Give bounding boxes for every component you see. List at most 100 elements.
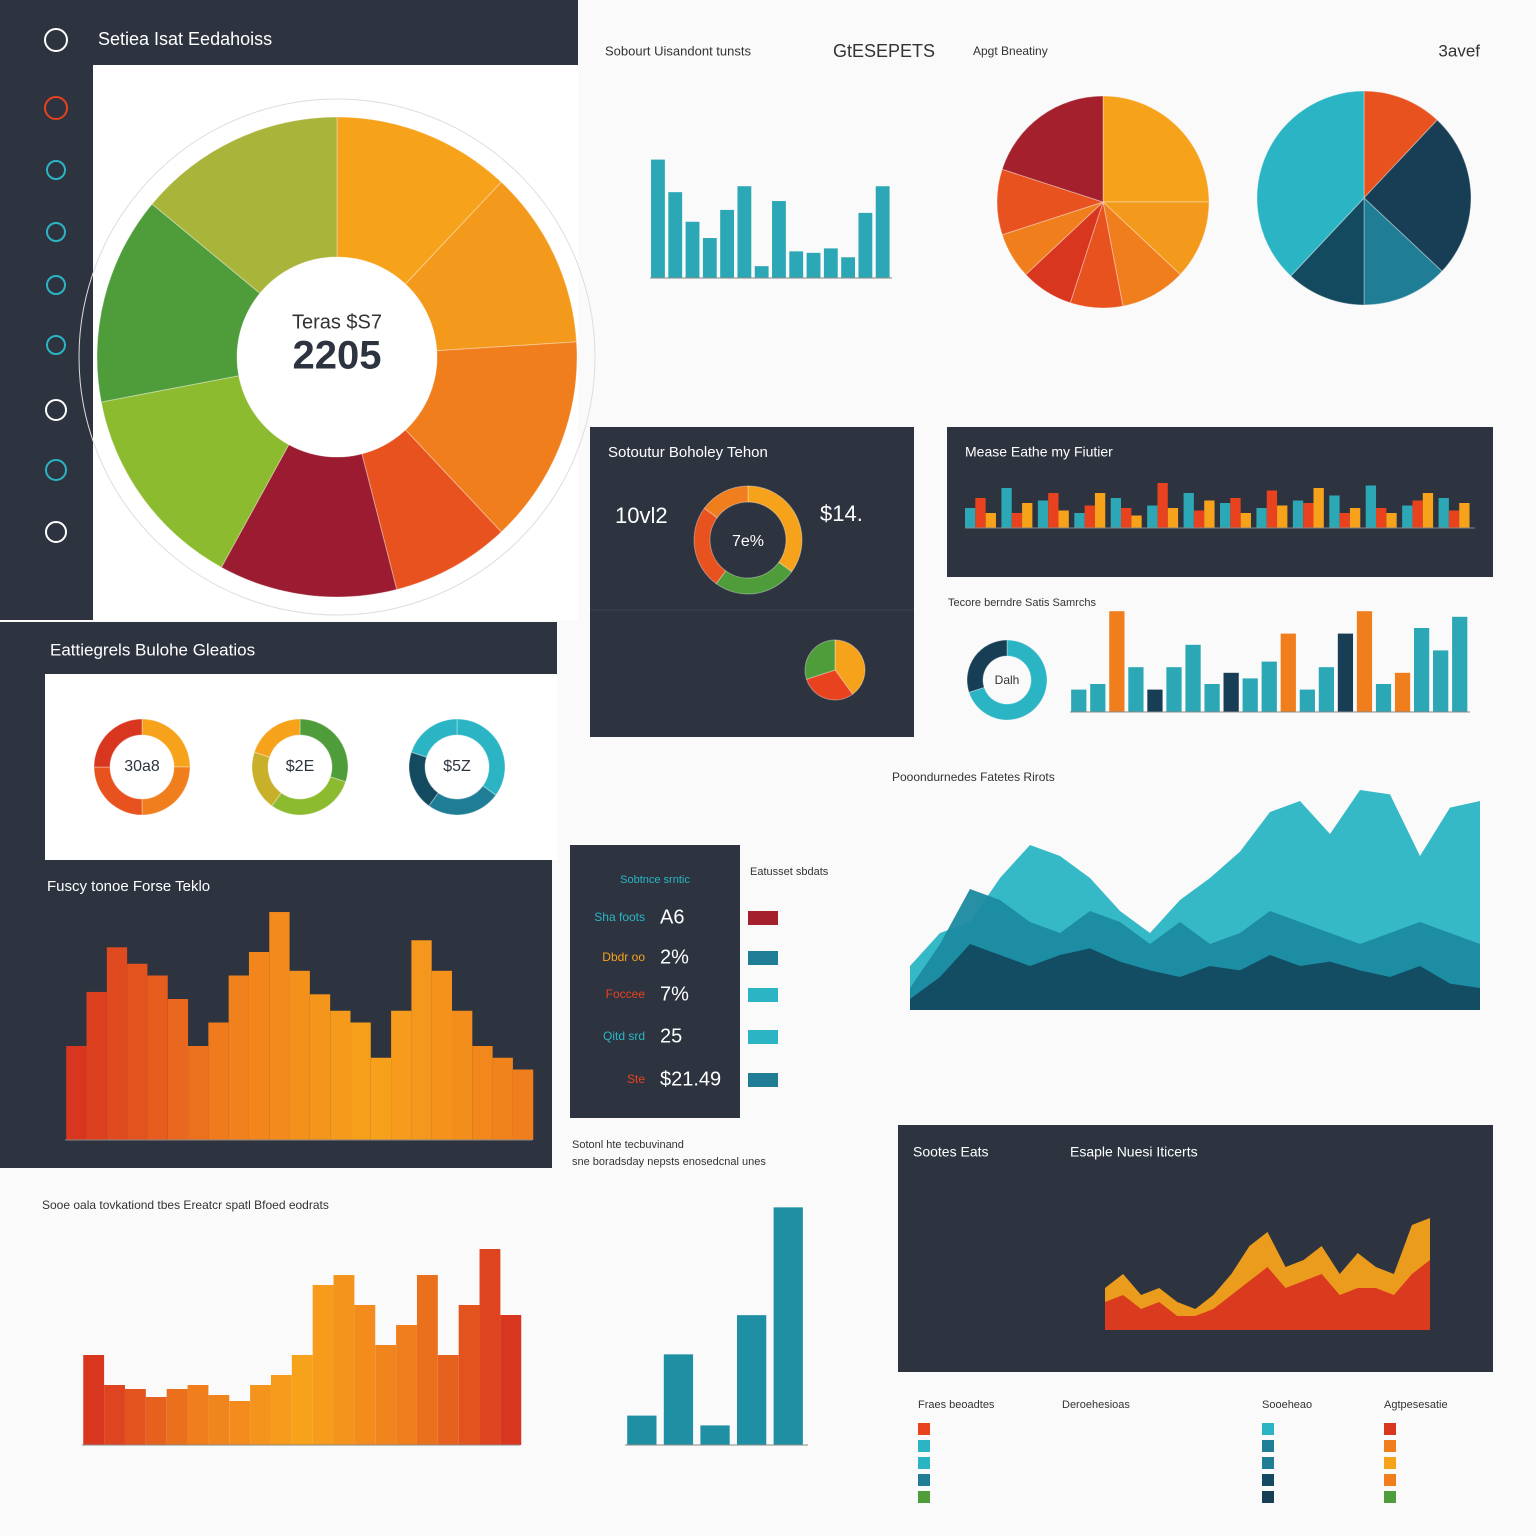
segment bbox=[456, 718, 506, 796]
bar bbox=[411, 940, 432, 1140]
area bbox=[1105, 1260, 1430, 1330]
bar bbox=[1337, 633, 1354, 712]
segment bbox=[410, 718, 458, 758]
bar bbox=[1256, 508, 1267, 528]
gauge-panel bbox=[45, 674, 557, 860]
bar bbox=[1204, 684, 1220, 712]
legend-swatch bbox=[1384, 1491, 1396, 1503]
bar bbox=[208, 1395, 230, 1445]
bar bbox=[416, 1275, 438, 1445]
bar bbox=[228, 975, 249, 1140]
bar bbox=[396, 1325, 417, 1445]
title: Sotoutur Boholey Tehon bbox=[608, 444, 768, 461]
left-value: 10vl2 bbox=[615, 503, 668, 528]
bar bbox=[512, 1069, 534, 1140]
segment bbox=[251, 751, 282, 807]
center-disc bbox=[237, 257, 437, 457]
bar bbox=[1193, 510, 1205, 528]
segment bbox=[1102, 200, 1181, 307]
bar bbox=[66, 1046, 87, 1140]
segment bbox=[428, 785, 497, 816]
segment bbox=[1256, 90, 1365, 277]
segment bbox=[968, 639, 1048, 721]
segment bbox=[805, 669, 854, 701]
bar bbox=[737, 186, 752, 278]
outer-ring bbox=[78, 98, 596, 616]
bar bbox=[1318, 667, 1334, 712]
bar bbox=[806, 252, 821, 278]
bar bbox=[1299, 689, 1315, 712]
bar bbox=[1433, 650, 1449, 712]
bar bbox=[1452, 616, 1468, 712]
bar bbox=[1313, 488, 1324, 528]
bar bbox=[1386, 513, 1397, 528]
title: Tecore berndre Satis Samrchs bbox=[948, 597, 1096, 609]
bar bbox=[1183, 493, 1194, 528]
title: Sootes Eats bbox=[913, 1144, 989, 1160]
bar bbox=[651, 159, 665, 278]
kpi-value: 7% bbox=[660, 983, 689, 1005]
subtitle: sne boradsday nepsts enosedcnal unes bbox=[572, 1156, 766, 1168]
bar bbox=[472, 1046, 493, 1140]
bar bbox=[1376, 508, 1387, 528]
title: Sobtnce srntic bbox=[620, 874, 690, 886]
bar bbox=[720, 209, 735, 278]
gauge-label: $5Z bbox=[443, 758, 471, 775]
bar bbox=[1048, 493, 1059, 528]
segment bbox=[834, 639, 866, 695]
segment bbox=[1069, 201, 1124, 309]
bar bbox=[1339, 513, 1350, 528]
bar bbox=[1292, 500, 1304, 528]
bar bbox=[668, 192, 683, 278]
bar bbox=[106, 947, 128, 1140]
segment bbox=[1025, 201, 1104, 304]
bar bbox=[330, 1010, 351, 1140]
segment bbox=[747, 485, 803, 573]
bar bbox=[187, 1385, 209, 1445]
bar bbox=[789, 251, 804, 278]
title: Sotonl hte tecbuvinand bbox=[572, 1139, 684, 1151]
bar bbox=[127, 963, 148, 1140]
bar bbox=[229, 1401, 251, 1445]
legend-swatch bbox=[1384, 1457, 1396, 1469]
bar bbox=[1074, 513, 1085, 528]
legend-swatch bbox=[918, 1457, 930, 1469]
segment bbox=[703, 485, 749, 519]
legend-swatch bbox=[918, 1440, 930, 1452]
bar bbox=[1110, 498, 1122, 528]
legend-swatch bbox=[1384, 1474, 1396, 1486]
bar bbox=[1240, 513, 1251, 528]
title: Fuscy tonoe Forse Teklo bbox=[47, 878, 210, 895]
gauge-header bbox=[0, 622, 557, 674]
bar bbox=[685, 221, 700, 278]
kpi-tag bbox=[748, 988, 778, 1002]
bar bbox=[248, 952, 270, 1140]
segment bbox=[996, 168, 1105, 236]
legend-swatch bbox=[1262, 1457, 1274, 1469]
bar bbox=[1422, 493, 1434, 528]
sidebar-icons bbox=[44, 28, 68, 543]
bar bbox=[145, 1397, 167, 1445]
center-value: 7e% bbox=[732, 533, 764, 550]
segment bbox=[1363, 196, 1443, 306]
segment bbox=[93, 766, 143, 816]
bar bbox=[663, 1354, 694, 1445]
legend-swatch bbox=[1384, 1440, 1396, 1452]
bar bbox=[492, 1057, 513, 1140]
bar bbox=[1109, 611, 1125, 712]
segment bbox=[93, 718, 143, 768]
bar bbox=[208, 1022, 229, 1140]
bar bbox=[1121, 508, 1132, 528]
kpi-list-panel bbox=[570, 845, 740, 1118]
center-value: 2205 bbox=[293, 334, 382, 378]
bar bbox=[1261, 661, 1277, 712]
bar bbox=[1147, 505, 1158, 528]
bar bbox=[1375, 684, 1392, 712]
right-value: $14. bbox=[820, 501, 863, 526]
gauge-strip bbox=[0, 674, 45, 860]
kpi-tag bbox=[748, 1073, 778, 1087]
kpi-label: Foccee bbox=[606, 987, 646, 1001]
legend-swatch bbox=[1384, 1423, 1396, 1435]
bar bbox=[250, 1385, 271, 1445]
header-bar bbox=[0, 0, 578, 65]
